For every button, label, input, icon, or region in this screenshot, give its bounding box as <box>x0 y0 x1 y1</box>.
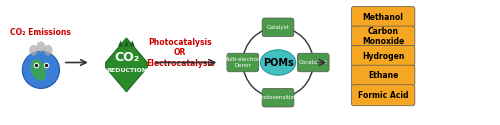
FancyBboxPatch shape <box>298 53 329 72</box>
FancyBboxPatch shape <box>262 18 294 37</box>
Text: Photosensitizer: Photosensitizer <box>257 95 299 100</box>
Ellipse shape <box>36 42 46 52</box>
FancyBboxPatch shape <box>352 46 415 67</box>
Polygon shape <box>124 40 129 46</box>
Text: Formic Acid: Formic Acid <box>358 91 408 100</box>
Text: Catalyst: Catalyst <box>266 25 289 30</box>
Text: Hydrogen: Hydrogen <box>362 52 405 61</box>
FancyBboxPatch shape <box>262 88 294 107</box>
FancyBboxPatch shape <box>352 26 415 47</box>
Text: REDUCTION: REDUCTION <box>106 68 147 73</box>
Text: Photocatalysis
OR
Electrocatalysis: Photocatalysis OR Electrocatalysis <box>146 38 214 68</box>
FancyBboxPatch shape <box>352 65 415 86</box>
FancyBboxPatch shape <box>352 6 415 28</box>
Ellipse shape <box>44 45 52 56</box>
Text: Multi-electron
Donor: Multi-electron Donor <box>224 57 262 68</box>
Polygon shape <box>130 40 135 46</box>
Text: CO₂ Emissions: CO₂ Emissions <box>10 28 72 37</box>
Polygon shape <box>106 38 147 92</box>
Ellipse shape <box>260 50 296 75</box>
Polygon shape <box>118 40 123 46</box>
Text: Carbon
Monoxide: Carbon Monoxide <box>362 27 404 46</box>
FancyBboxPatch shape <box>352 85 415 106</box>
Text: POMs: POMs <box>262 58 294 68</box>
Text: Methanol: Methanol <box>362 12 404 22</box>
FancyBboxPatch shape <box>227 53 258 72</box>
Text: CO₂: CO₂ <box>114 51 139 64</box>
Text: Cocatalyst: Cocatalyst <box>298 60 328 65</box>
Text: Ethane: Ethane <box>368 71 398 80</box>
Ellipse shape <box>29 45 38 56</box>
Ellipse shape <box>30 59 46 80</box>
Circle shape <box>22 51 60 88</box>
